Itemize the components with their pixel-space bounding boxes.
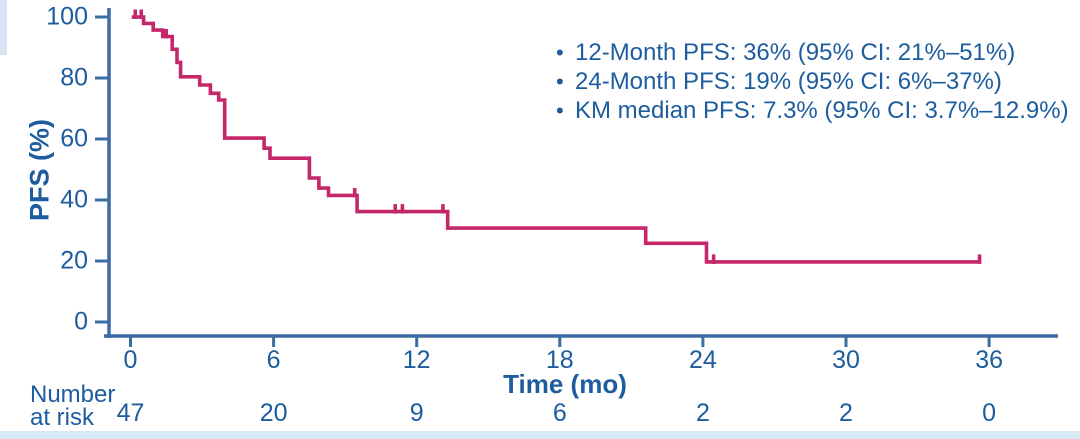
bullet-icon: •: [556, 69, 564, 94]
stat-line-median: • KM median PFS: 7.3% (95% CI: 3.7%–12.9%…: [556, 96, 1069, 125]
x-axis-title: Time (mo): [503, 369, 627, 399]
x-tick-label: 12: [402, 346, 431, 374]
axes: [95, 8, 1058, 347]
at-risk-count: 20: [259, 399, 288, 427]
number-at-risk-label: Number at risk: [30, 381, 116, 431]
x-tick-label: 18: [545, 346, 574, 374]
y-tick-label: 20: [60, 246, 88, 275]
at-risk-count: 9: [409, 399, 424, 427]
stat-text: KM median PFS: 7.3% (95% CI: 3.7%–12.9%): [575, 97, 1069, 124]
stat-text: 12-Month PFS: 36% (95% CI: 21%–51%): [575, 39, 1016, 66]
stat-line-12mo: • 12-Month PFS: 36% (95% CI: 21%–51%): [556, 38, 1069, 67]
stat-text: 24-Month PFS: 19% (95% CI: 6%–37%): [575, 68, 1002, 95]
at-risk-count: 0: [982, 399, 997, 427]
stats-annotation: • 12-Month PFS: 36% (95% CI: 21%–51%) • 24…: [556, 38, 1069, 125]
y-tick-label: 100: [46, 2, 88, 31]
corner-strip: [0, 0, 7, 55]
at-risk-count: 47: [116, 399, 145, 427]
x-tick-label: 24: [688, 346, 717, 374]
x-tick-label: 36: [975, 346, 1003, 374]
x-tick-label: 0: [123, 346, 138, 374]
number-at-risk-label-line1: Number: [30, 381, 116, 408]
y-tick-label: 0: [74, 307, 88, 336]
at-risk-count: 2: [839, 399, 853, 427]
x-tick-label: 30: [832, 346, 860, 374]
censor-tick-marks: [133, 9, 982, 264]
bullet-icon: •: [556, 98, 564, 123]
at-risk-count: 6: [552, 399, 567, 427]
stat-line-24mo: • 24-Month PFS: 19% (95% CI: 6%–37%): [556, 67, 1069, 96]
y-tick-label: 40: [60, 185, 88, 214]
x-tick-label: 6: [266, 346, 281, 374]
number-at-risk-label-line2: at risk: [30, 404, 95, 431]
bullet-icon: •: [556, 40, 564, 65]
y-tick-label: 60: [60, 124, 88, 153]
at-risk-count: 2: [695, 399, 710, 427]
y-tick-label: 80: [60, 63, 88, 92]
bottom-strip: [0, 431, 1080, 439]
